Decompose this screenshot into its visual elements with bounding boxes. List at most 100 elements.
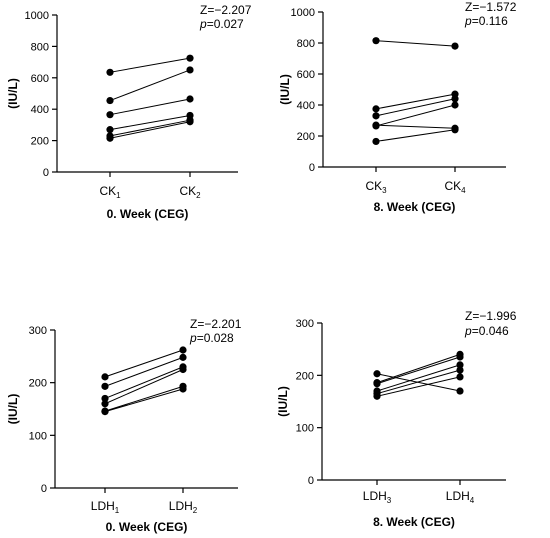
- paired-line: [109, 69, 191, 102]
- data-point: [372, 137, 380, 146]
- data-point: [456, 353, 464, 361]
- x-tick-label: LDH1: [91, 499, 120, 515]
- z-statistic: Z=−2.207: [200, 3, 252, 17]
- data-point: [451, 42, 459, 50]
- data-point: [179, 353, 187, 361]
- y-tick-label: 0: [41, 483, 47, 495]
- p-value-symbol: p: [464, 324, 472, 338]
- p-value-symbol: p: [189, 331, 197, 345]
- p-value-symbol: p: [464, 14, 472, 28]
- y-tick-label: 0: [308, 475, 314, 487]
- category-subscript: 1: [116, 191, 121, 200]
- data-point: [451, 95, 459, 103]
- data-point: [186, 118, 194, 126]
- paired-line: [375, 98, 456, 117]
- category-base: LDH: [91, 499, 115, 513]
- category-base: CK: [179, 184, 196, 198]
- data-point: [456, 387, 464, 395]
- paired-line: [375, 93, 456, 110]
- x-tick-label: LDH2: [169, 499, 198, 515]
- paired-line: [104, 366, 184, 399]
- data-point: [373, 380, 381, 388]
- category-subscript: 2: [193, 506, 198, 515]
- paired-line: [109, 121, 191, 139]
- data-point: [101, 382, 109, 390]
- data-point: [106, 126, 114, 134]
- x-tick-label: CK4: [444, 179, 466, 195]
- p-value-number: =0.028: [197, 331, 234, 345]
- paired-line: [376, 364, 461, 392]
- data-point: [179, 385, 187, 393]
- y-tick-label: 0: [43, 167, 49, 179]
- paired-line: [375, 124, 456, 129]
- paired-line: [376, 373, 461, 392]
- z-statistic: Z=−1.572: [465, 0, 517, 14]
- y-tick-label: 200: [31, 136, 49, 148]
- data-point: [179, 365, 187, 374]
- data-point: [106, 111, 114, 119]
- y-axis-label: (IU/L): [6, 78, 20, 109]
- paired-line: [376, 356, 461, 385]
- y-tick-label: 600: [31, 73, 49, 85]
- category-subscript: 4: [470, 496, 475, 505]
- category-subscript: 3: [387, 496, 392, 505]
- data-point: [106, 134, 114, 142]
- paired-line: [109, 119, 191, 137]
- paired-line: [104, 369, 184, 405]
- data-point: [106, 96, 114, 105]
- y-tick-label: 100: [29, 430, 47, 442]
- x-tick-label: CK2: [179, 184, 201, 200]
- data-point: [101, 400, 109, 408]
- p-value-number: =0.116: [472, 14, 508, 28]
- x-tick-label: LDH4: [446, 489, 475, 505]
- category-subscript: 3: [382, 186, 387, 195]
- data-point: [186, 95, 194, 103]
- p-value-number: =0.046: [472, 324, 509, 338]
- x-axis-label: 8. Week (CEG): [374, 200, 456, 214]
- x-tick-label: CK1: [99, 184, 121, 200]
- data-point: [101, 394, 109, 403]
- category-base: LDH: [363, 489, 387, 503]
- category-subscript: 2: [196, 191, 201, 200]
- y-tick-label: 200: [29, 378, 47, 390]
- category-subscript: 1: [115, 506, 120, 515]
- paired-line: [104, 388, 184, 413]
- category-base: LDH: [169, 499, 193, 513]
- category-base: CK: [99, 184, 116, 198]
- p-value: p=0.046: [464, 324, 509, 338]
- paired-line: [109, 98, 191, 116]
- y-axis-label: (IU/L): [276, 386, 290, 417]
- y-tick-label: 200: [297, 131, 315, 143]
- paired-line: [104, 385, 184, 412]
- y-tick-label: 400: [31, 104, 49, 116]
- data-point: [372, 121, 380, 129]
- y-axis-label: (IU/L): [6, 394, 20, 425]
- data-point: [373, 392, 381, 400]
- y-tick-label: 100: [296, 423, 314, 435]
- z-statistic: Z=−1.996: [465, 309, 517, 323]
- data-point: [179, 346, 187, 354]
- p-value: p=0.028: [189, 331, 234, 345]
- x-axis-label: 8. Week (CEG): [373, 515, 455, 529]
- category-base: CK: [365, 179, 382, 193]
- paired-line: [375, 40, 456, 47]
- y-tick-label: 800: [297, 38, 315, 50]
- paired-line: [104, 356, 184, 387]
- data-point: [101, 373, 109, 381]
- paired-line: [109, 114, 191, 131]
- category-base: CK: [444, 179, 461, 193]
- y-tick-label: 300: [296, 318, 314, 330]
- y-tick-label: 1000: [25, 10, 49, 22]
- data-point: [372, 112, 380, 120]
- data-point: [451, 126, 459, 134]
- data-point: [456, 361, 464, 369]
- data-point: [106, 68, 114, 76]
- data-point: [456, 373, 464, 381]
- x-axis-label: 0. Week (CEG): [107, 207, 189, 221]
- data-point: [373, 370, 381, 378]
- paired-line: [376, 376, 461, 397]
